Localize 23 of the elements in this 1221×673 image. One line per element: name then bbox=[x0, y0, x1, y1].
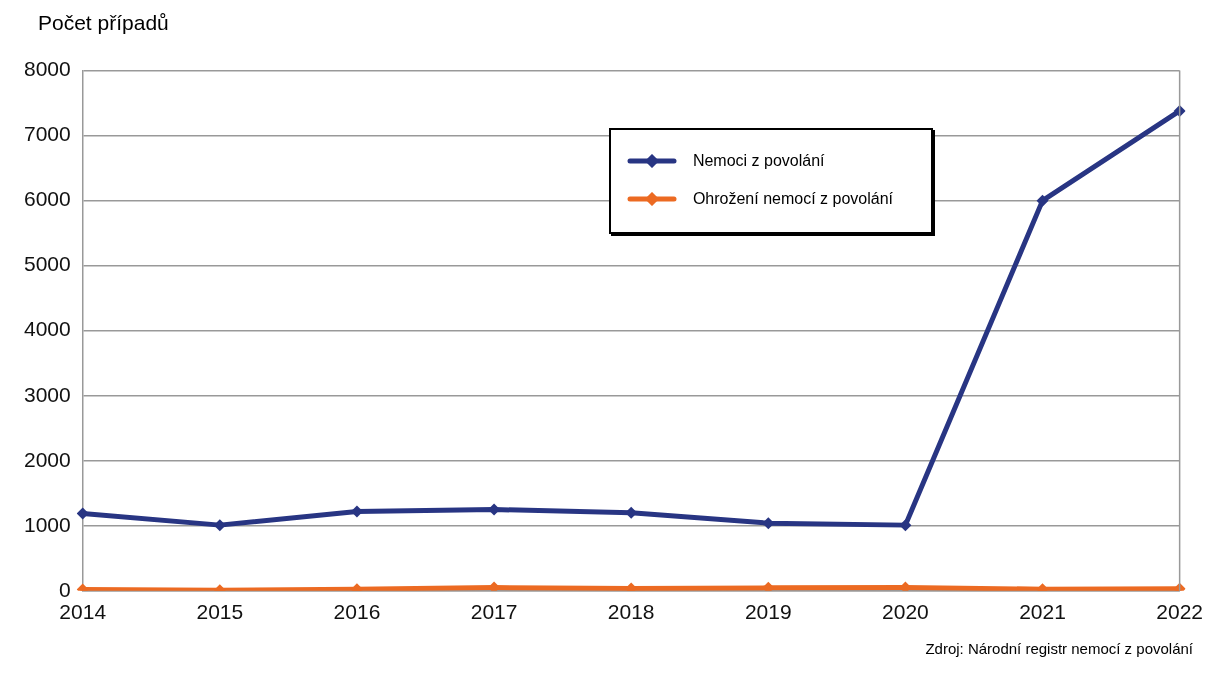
x-tick-label: 2016 bbox=[333, 600, 381, 624]
y-axis-title: Počet případů bbox=[37, 10, 170, 36]
x-tick-label: 2018 bbox=[607, 600, 655, 624]
legend-label: Ohrožení nemocí z povolání bbox=[692, 190, 893, 208]
x-tick-label: 2015 bbox=[196, 600, 244, 624]
point bbox=[1036, 194, 1049, 207]
x-tick-label: 2014 bbox=[59, 600, 107, 624]
x-tick-label: 2021 bbox=[1019, 600, 1066, 624]
y-tick-label: 1000 bbox=[24, 512, 71, 536]
y-tick-label: 5000 bbox=[24, 252, 71, 276]
legend-label: Nemoci z povolání bbox=[692, 152, 825, 170]
x-tick-label: 2022 bbox=[1156, 600, 1203, 624]
x-tick-label: 2020 bbox=[882, 600, 929, 624]
y-tick-label: 6000 bbox=[24, 187, 71, 211]
y-tick-label: 7000 bbox=[24, 122, 71, 146]
text: Zdroj: Národní registr nemocí z povolání bbox=[924, 640, 1194, 657]
y-tick-label: 0 bbox=[59, 577, 71, 601]
y-tick-label: 2000 bbox=[24, 447, 71, 471]
y-tick-label: 3000 bbox=[24, 382, 71, 406]
y-tick-label: 4000 bbox=[24, 317, 71, 341]
y-tick-label: 8000 bbox=[24, 57, 71, 81]
x-tick-label: 2019 bbox=[744, 600, 792, 624]
x-tick-label: 2017 bbox=[470, 600, 518, 624]
